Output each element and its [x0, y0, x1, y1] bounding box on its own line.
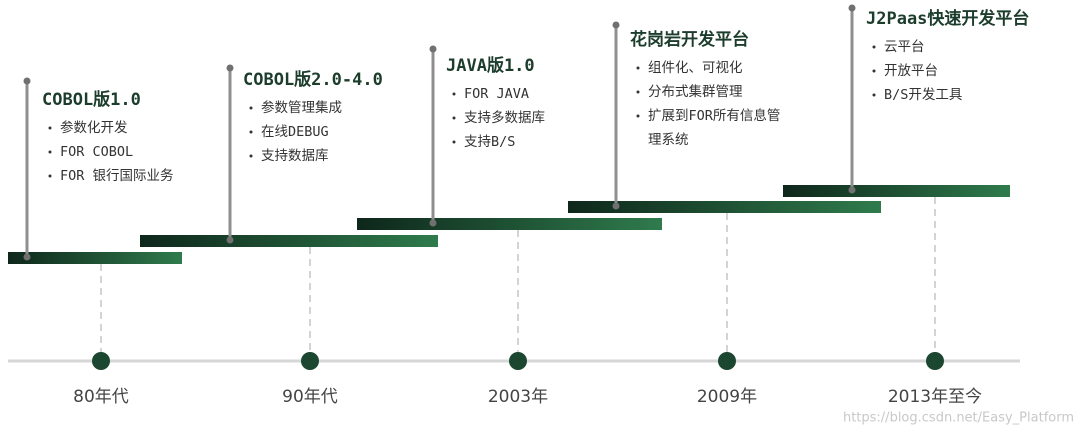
bullet [872, 93, 876, 97]
era-dot [718, 352, 736, 370]
phase-bar [8, 252, 182, 264]
era-label: 2003年 [488, 387, 548, 407]
pin-head [226, 64, 234, 72]
bullet [249, 130, 253, 134]
stage-item: FOR 银行国际业务 [60, 168, 174, 184]
stage-item: 在线DEBUG [261, 124, 329, 140]
bullet [872, 69, 876, 73]
stage-item: 云平台 [884, 39, 925, 55]
pin-foot [429, 219, 437, 227]
watermark: https://blog.csdn.net/Easy_Platform [843, 411, 1074, 426]
stage-item: 理系统 [648, 132, 689, 148]
stage-item: 扩展到FOR所有信息管 [648, 107, 780, 124]
stage-item: 支持B/S [464, 134, 515, 150]
bullet [636, 66, 640, 70]
era-dot [509, 352, 527, 370]
bullet [452, 116, 456, 120]
era-label: 2013年至今 [888, 387, 982, 407]
bullet [249, 106, 253, 110]
stage-title: COBOL版2.0-4.0 [243, 69, 383, 90]
pin-head [848, 4, 856, 12]
pin-foot [23, 253, 31, 261]
pin-head [429, 45, 437, 53]
pin-head [23, 77, 31, 85]
stage-item: 参数管理集成 [261, 99, 342, 116]
pin-head [612, 21, 620, 29]
stage-item: 组件化、可视化 [648, 60, 743, 76]
era-dot [92, 352, 110, 370]
phase-bar [140, 235, 438, 247]
stage-item: 分布式集群管理 [648, 84, 743, 100]
stage-title: J2Paas快速开发平台 [866, 8, 1029, 29]
era-dot [926, 352, 944, 370]
bullet [872, 45, 876, 49]
bullet [636, 114, 640, 118]
bullet [48, 150, 52, 154]
stage-item: 开放平台 [884, 63, 938, 79]
bullet [636, 90, 640, 94]
era-label: 90年代 [282, 387, 338, 407]
stage-title: JAVA版1.0 [446, 55, 535, 76]
era-dot [301, 352, 319, 370]
pin-foot [848, 186, 856, 194]
pin-foot [226, 236, 234, 244]
bullet [452, 92, 456, 96]
phase-bar [568, 201, 881, 213]
era-label: 80年代 [73, 387, 129, 407]
stage-item: 参数化开发 [60, 119, 128, 136]
stage-title: COBOL版1.0 [42, 89, 141, 110]
era-label: 2009年 [697, 387, 757, 407]
stage-item: FOR COBOL [60, 144, 133, 160]
stage-item: FOR JAVA [464, 86, 529, 102]
stage-item: B/S开发工具 [884, 87, 962, 103]
stage-item: 支持多数据库 [464, 109, 545, 126]
bullet [452, 140, 456, 144]
pin-foot [612, 202, 620, 210]
stage-item: 支持数据库 [261, 148, 329, 164]
bullet [249, 154, 253, 158]
phase-bar [357, 218, 662, 230]
bullet [48, 174, 52, 178]
bullet [48, 126, 52, 130]
stage-title: 花岗岩开发平台 [630, 29, 749, 50]
phase-bar [783, 185, 1010, 197]
